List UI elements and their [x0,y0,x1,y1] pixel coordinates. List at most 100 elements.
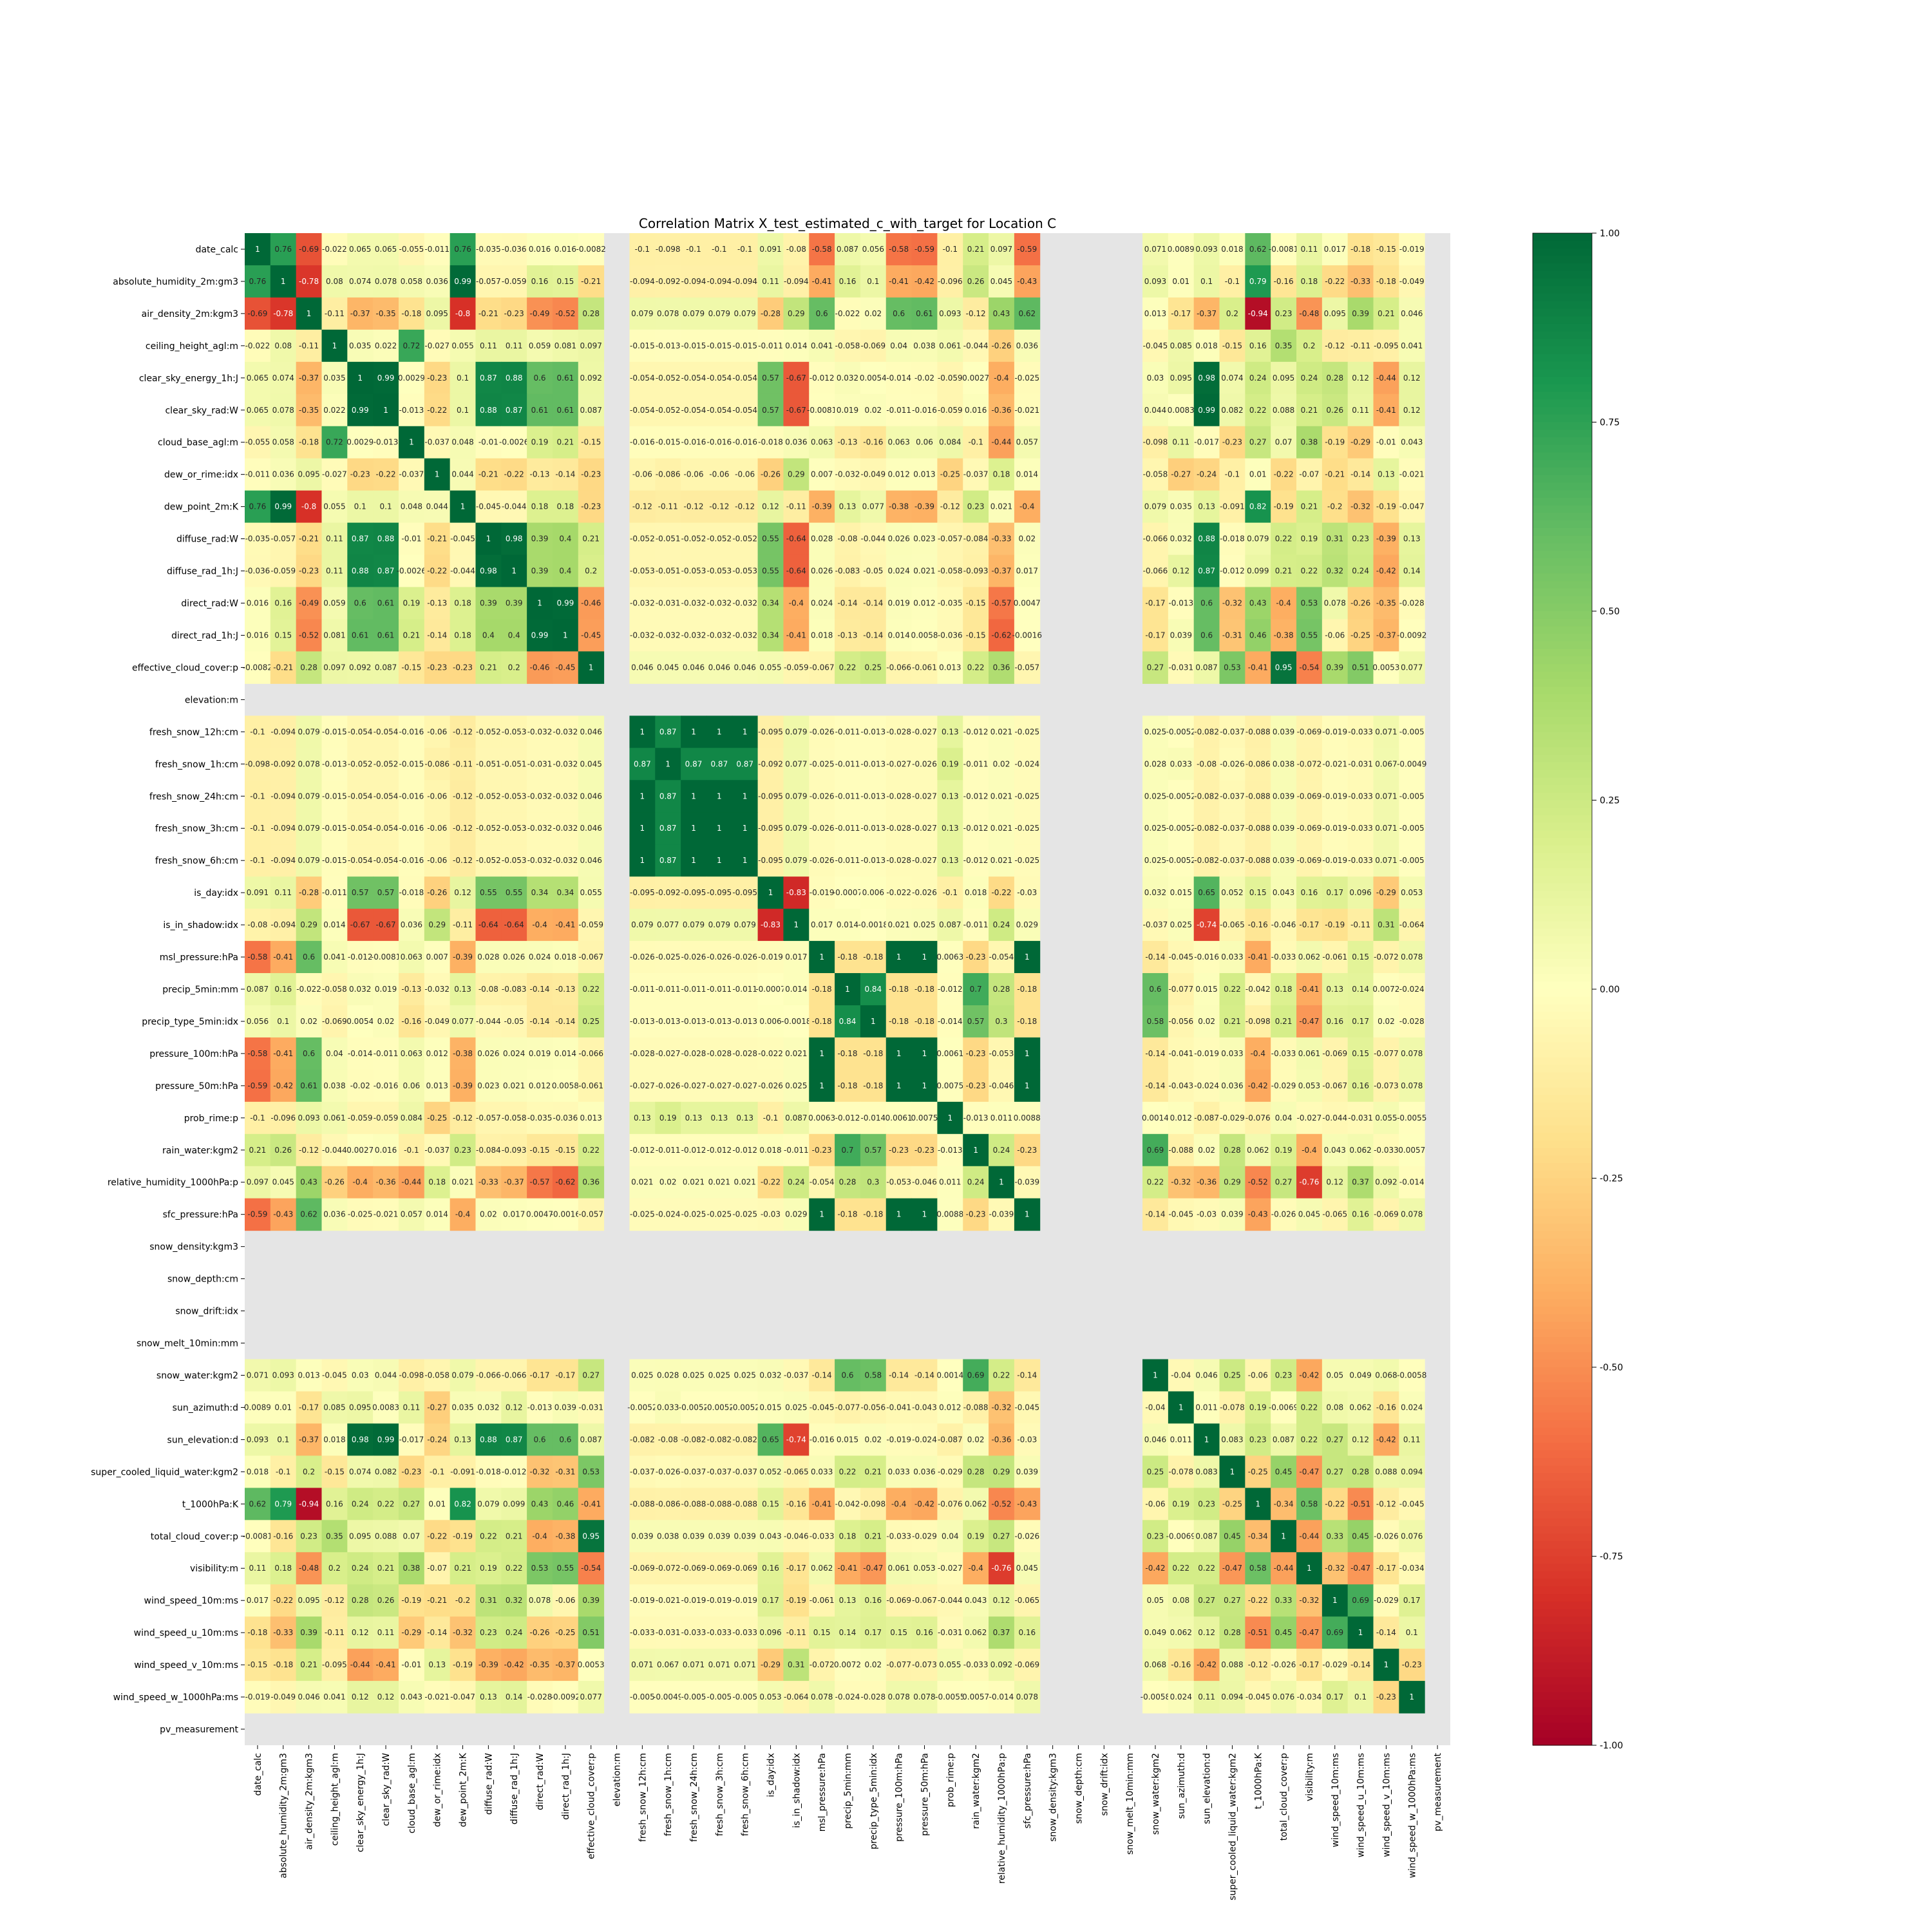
heatmap-cell [373,426,399,459]
cell-value-label: -0.12 [325,1596,345,1605]
heatmap-cell [783,393,810,427]
cell-value-label: -0.35 [299,406,319,415]
cell-value-label: -0.028 [527,1692,553,1701]
y-tick-label: wind_speed_10m:ms [144,1596,239,1606]
cell-value-label: -0.016 [1194,952,1219,961]
cell-value-label: 0.021 [503,1081,525,1090]
cell-value-label: -0.23 [581,470,601,479]
cell-value-label: 0.012 [529,1081,551,1090]
cell-value-label: -0.016 [707,438,732,447]
cell-value-label: -0.066 [502,1370,527,1379]
cell-value-label: 0.27 [1249,438,1267,447]
cell-value-label: -0.053 [886,1178,911,1187]
heatmap-cell [937,329,963,363]
heatmap-cell [937,490,963,524]
cell-value-label: -0.026 [656,1467,681,1476]
cell-value-label: 0.28 [967,1467,985,1476]
cell-value-label: -0.21 [478,309,498,318]
cell-value-label: 0.048 [401,502,422,511]
heatmap-cell [1245,587,1271,620]
cell-value-label: 0.061 [1298,1049,1320,1058]
cell-value-label: -0.039 [1014,1178,1039,1187]
heatmap-cell [296,651,322,684]
cell-value-label: -0.41 [273,1049,293,1058]
cell-value-label: -0.092 [656,277,681,286]
cell-value-label: -0.02 [914,374,934,383]
colorbar-segment [1533,1624,1592,1633]
cell-value-label: -0.012 [707,1146,732,1155]
heatmap-cell [578,297,605,330]
cell-value-label: -0.072 [1374,952,1399,961]
cell-value-label: 0.58 [1147,1017,1164,1026]
cell-value-label: 0.021 [734,1178,756,1187]
heatmap-cell [886,490,913,524]
y-tick-label: fresh_snow_6h:cm [155,856,238,866]
cell-value-label: -0.022 [835,309,860,318]
cell-value-label: 0.36 [993,663,1010,672]
cell-value-label: -0.17 [1299,920,1319,929]
cell-value-label: -0.055 [399,245,424,254]
colorbar-segment [1533,875,1592,884]
cell-value-label: 0.017 [785,952,807,961]
heatmap-cell [1142,651,1169,684]
cell-value-label: 0.13 [942,856,959,865]
cell-value-label: 0.88 [506,374,523,383]
cell-value-label: -0.13 [427,599,447,608]
colorbar-segment [1533,1435,1592,1443]
heatmap-cell [937,426,963,459]
cell-value-label: 0.093 [247,1435,269,1444]
cell-value-label: -0.028 [1399,1017,1425,1026]
cell-value-label: -0.0058 [1397,1370,1426,1379]
cell-value-label: 0.98 [352,1435,369,1444]
cell-value-label: -0.076 [1245,1113,1271,1122]
cell-value-label: -0.22 [504,470,524,479]
heatmap-cell [1168,426,1195,459]
cell-value-label: -0.18 [1350,245,1370,254]
cell-value-label: -0.013 [938,1146,963,1155]
cell-value-label: -0.069 [1014,1660,1039,1669]
cell-value-label: -0.018 [758,438,783,447]
heatmap-cell [398,554,425,588]
heatmap-cell [1168,554,1195,588]
cell-value-label: -0.053 [681,567,706,576]
cell-value-label: 0.0057 [962,1692,989,1701]
colorbar-segment [1533,1223,1592,1232]
heatmap-cell [835,587,861,620]
heatmap-cell [373,554,399,588]
cell-value-label: -0.037 [1220,824,1245,833]
heatmap-cell [732,297,759,330]
heatmap-cell [629,265,656,298]
cell-value-label: 0.22 [1172,1564,1189,1573]
cell-value-label: -0.037 [1220,856,1245,865]
cell-value-label: 0.2 [1303,341,1315,350]
colorbar-segment [1533,1216,1592,1224]
cell-value-label: 0.045 [272,1178,294,1187]
heatmap-cell [552,522,579,556]
cell-value-label: 0.095 [1170,374,1192,383]
cell-value-label: -0.069 [860,341,886,350]
heatmap-cell [450,297,476,330]
cell-value-label: 0.095 [1273,374,1294,383]
heatmap-cell [475,715,502,748]
cell-value-label: 0.21 [377,1564,395,1573]
cell-value-label: -0.46 [581,599,601,608]
cell-value-label: -0.098 [245,759,270,768]
cell-value-label: -0.11 [453,759,473,768]
heatmap-cell [1373,458,1399,491]
cell-value-label: -0.094 [270,791,296,800]
heatmap-cell [706,393,733,427]
cell-value-label: 0.02 [993,759,1010,768]
cell-value-label: -0.061 [578,1081,603,1090]
cell-value-label: -0.059 [374,1113,399,1122]
cell-value-label: -0.011 [630,985,655,994]
cell-value-label: -0.06 [735,470,755,479]
cell-value-label: 0.0061 [886,1113,913,1122]
cell-value-label: -0.019 [630,1596,655,1605]
heatmap-cell [681,490,707,524]
heatmap-cell [1168,329,1195,363]
cell-value-label: 0.19 [659,1113,677,1122]
heatmap-cell [552,393,579,427]
cell-value-label: 0.071 [631,1660,653,1669]
colorbar-segment [1533,679,1592,687]
cell-value-label: -0.19 [1325,920,1345,929]
